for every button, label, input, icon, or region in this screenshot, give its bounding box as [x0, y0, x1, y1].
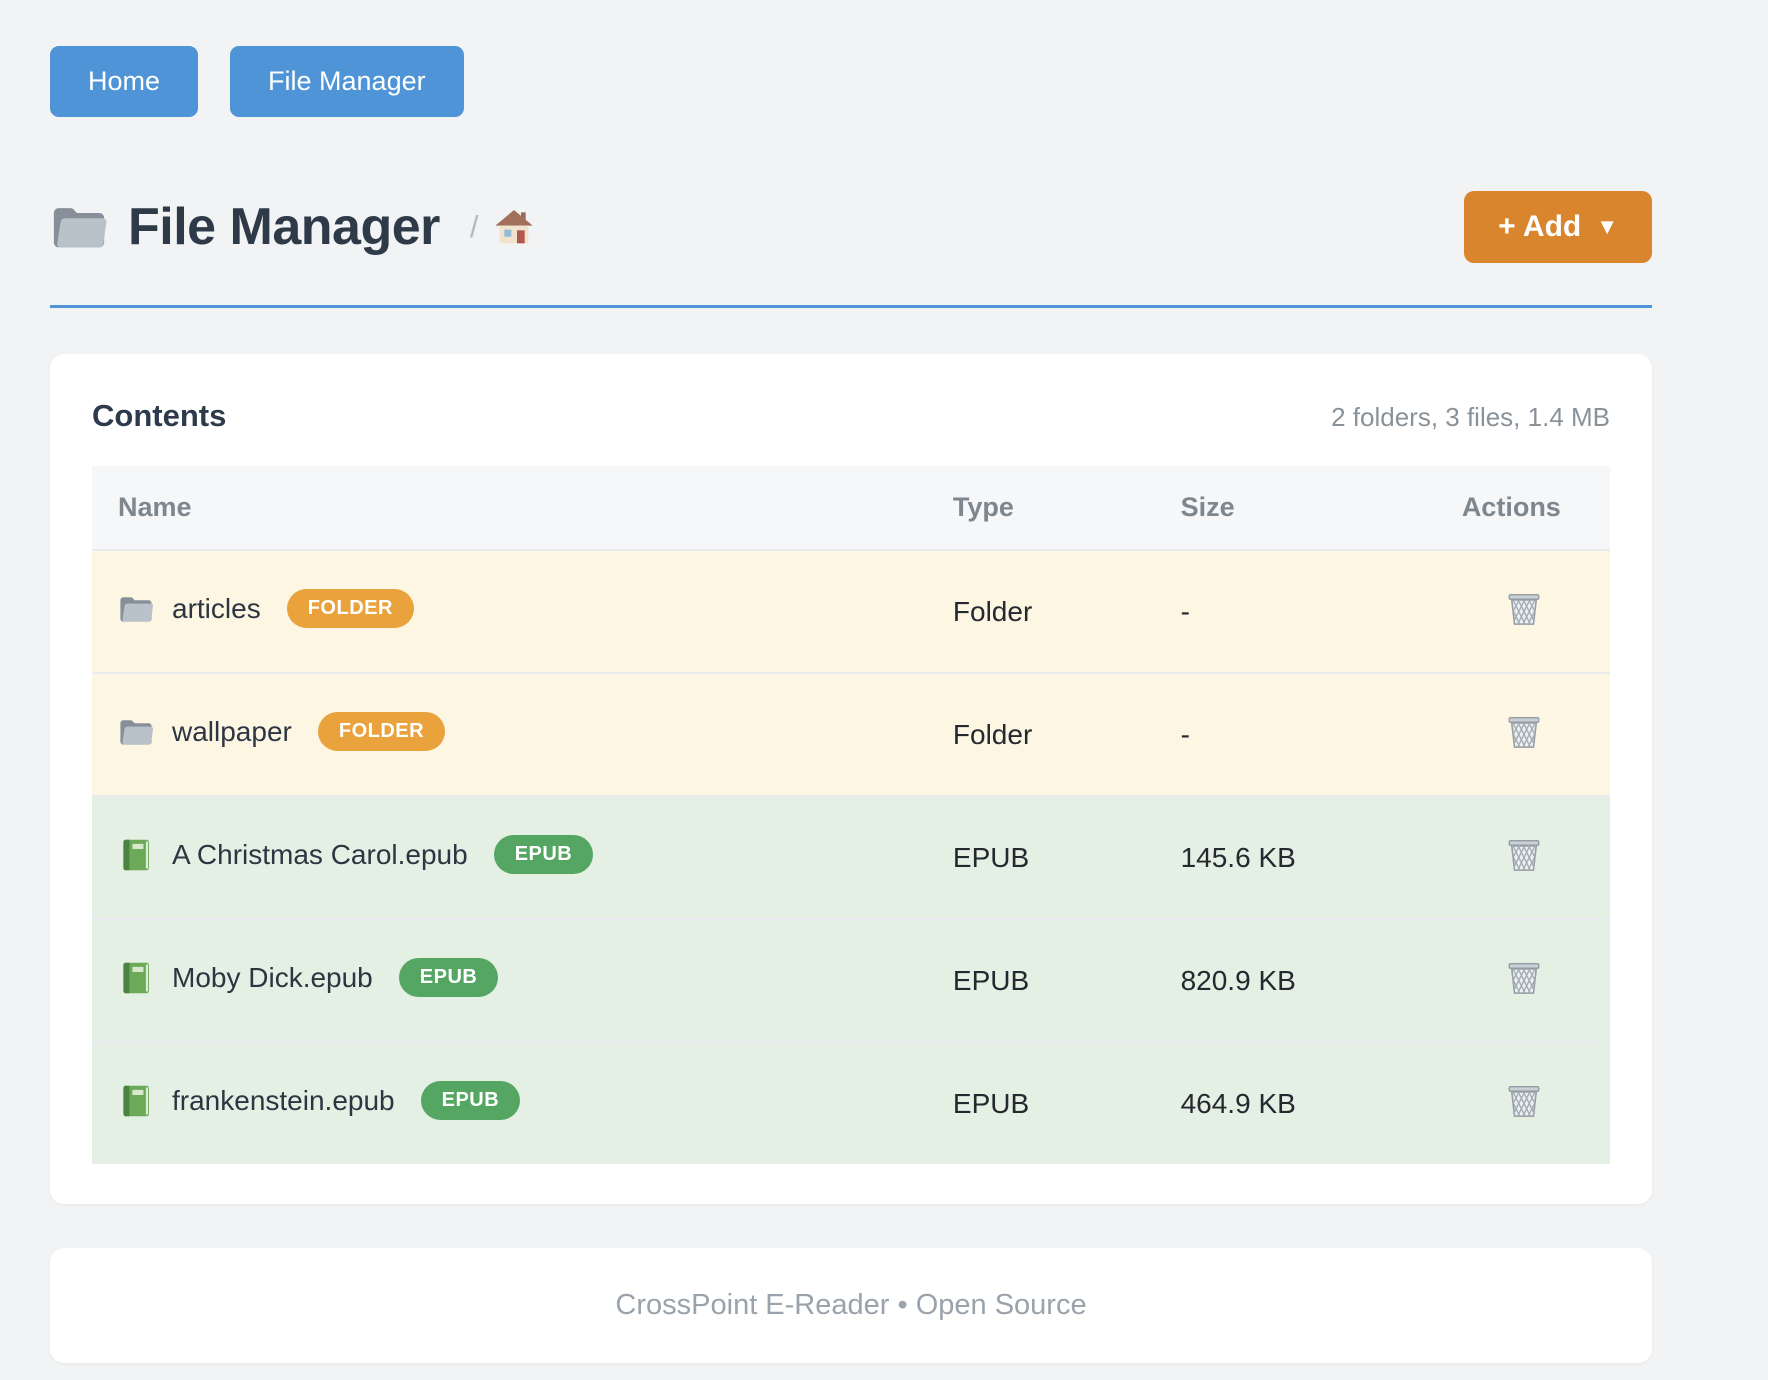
file-name: Moby Dick.epub — [172, 961, 373, 993]
file-type: Folder — [952, 595, 1033, 627]
house-icon — [494, 207, 534, 247]
accent-divider — [50, 305, 1652, 308]
type-badge: FOLDER — [286, 589, 414, 629]
file-type: EPUB — [952, 1087, 1030, 1119]
title-group: File Manager / — [50, 197, 534, 257]
footer: CrossPoint E-Reader • Open Source — [50, 1248, 1652, 1363]
trash-icon — [1503, 710, 1545, 752]
book-icon — [118, 960, 154, 996]
type-badge: EPUB — [420, 1081, 521, 1121]
delete-button[interactable] — [1503, 710, 1545, 752]
contents-card-header: Contents 2 folders, 3 files, 1.4 MB — [92, 398, 1610, 434]
type-badge: EPUB — [398, 958, 499, 998]
table-row: Moby Dick.epub EPUB EPUB 820.9 KB — [92, 919, 1610, 1042]
delete-button[interactable] — [1503, 587, 1545, 629]
book-icon — [118, 837, 154, 873]
file-name: articles — [172, 592, 261, 624]
column-header-name: Name — [92, 466, 927, 550]
column-header-type: Type — [926, 466, 1155, 550]
file-manager-button[interactable]: File Manager — [230, 46, 464, 117]
folder-icon — [118, 714, 154, 750]
type-badge: EPUB — [493, 835, 594, 875]
folder-icon — [118, 591, 154, 627]
trash-icon — [1503, 1079, 1545, 1121]
file-type: EPUB — [952, 964, 1030, 996]
column-header-actions: Actions — [1412, 466, 1610, 550]
file-type: EPUB — [952, 841, 1030, 873]
footer-text: CrossPoint E-Reader • Open Source — [615, 1289, 1087, 1321]
file-size: - — [1180, 718, 1190, 750]
folder-link[interactable]: wallpaper FOLDER — [118, 712, 446, 752]
trash-icon — [1503, 833, 1545, 875]
home-button[interactable]: Home — [50, 46, 199, 117]
trash-icon — [1503, 587, 1545, 629]
file-size: 145.6 KB — [1180, 841, 1296, 873]
breadcrumb-separator: / — [469, 209, 479, 244]
file-name: frankenstein.epub — [172, 1084, 395, 1116]
table-row: wallpaper FOLDER Folder - — [92, 673, 1610, 796]
page-header: File Manager / + Add ▼ — [50, 191, 1652, 263]
contents-card: Contents 2 folders, 3 files, 1.4 MB Name… — [50, 354, 1652, 1204]
folder-link[interactable]: articles FOLDER — [118, 589, 414, 629]
file-link[interactable]: Moby Dick.epub EPUB — [118, 958, 499, 998]
table-row: articles FOLDER Folder - — [92, 550, 1610, 673]
contents-summary: 2 folders, 3 files, 1.4 MB — [1331, 402, 1610, 432]
delete-button[interactable] — [1503, 1079, 1545, 1121]
file-type: Folder — [952, 718, 1033, 750]
column-header-size: Size — [1154, 466, 1413, 550]
top-navigation: Home File Manager — [50, 46, 1652, 117]
add-button[interactable]: + Add ▼ — [1464, 191, 1652, 263]
add-button-label: + Add — [1498, 210, 1582, 243]
table-row: A Christmas Carol.epub EPUB EPUB 145.6 K… — [92, 796, 1610, 919]
file-link[interactable]: A Christmas Carol.epub EPUB — [118, 835, 594, 875]
folder-icon — [50, 198, 108, 256]
book-icon — [118, 1083, 154, 1119]
file-table: Name Type Size Actions articles FOLDER — [92, 466, 1610, 1164]
table-header-row: Name Type Size Actions — [92, 466, 1610, 550]
file-link[interactable]: frankenstein.epub EPUB — [118, 1081, 521, 1121]
breadcrumb-home[interactable] — [494, 207, 534, 247]
type-badge: FOLDER — [317, 712, 446, 752]
table-row: frankenstein.epub EPUB EPUB 464.9 KB — [92, 1042, 1610, 1164]
file-size: 464.9 KB — [1180, 1087, 1296, 1119]
contents-heading: Contents — [92, 398, 227, 433]
delete-button[interactable] — [1503, 956, 1545, 998]
caret-down-icon: ▼ — [1596, 214, 1618, 239]
file-size: 820.9 KB — [1180, 964, 1296, 996]
trash-icon — [1503, 956, 1545, 998]
page-title: File Manager — [128, 198, 440, 256]
file-size: - — [1180, 595, 1190, 627]
delete-button[interactable] — [1503, 833, 1545, 875]
file-name: wallpaper — [172, 715, 292, 747]
file-name: A Christmas Carol.epub — [172, 838, 468, 870]
